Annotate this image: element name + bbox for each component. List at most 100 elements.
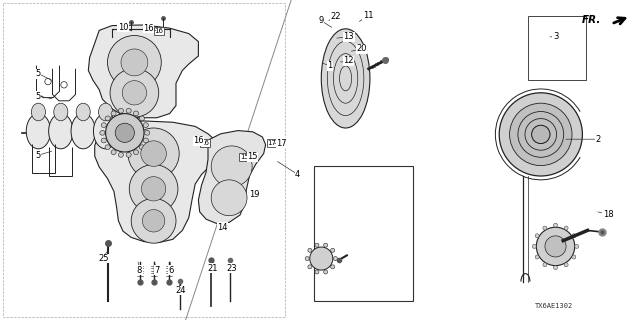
Ellipse shape (543, 263, 547, 267)
Ellipse shape (111, 150, 116, 155)
Ellipse shape (543, 226, 547, 230)
Text: 5: 5 (36, 92, 41, 100)
Ellipse shape (99, 103, 113, 121)
Ellipse shape (76, 103, 90, 121)
Ellipse shape (26, 114, 51, 149)
Ellipse shape (564, 263, 568, 267)
Ellipse shape (331, 265, 335, 269)
Circle shape (129, 164, 178, 213)
Ellipse shape (134, 111, 139, 116)
Text: 23: 23 (227, 264, 237, 273)
Text: 22: 22 (331, 12, 341, 21)
Ellipse shape (93, 114, 118, 149)
Polygon shape (95, 121, 218, 243)
Text: 19: 19 (250, 190, 260, 199)
Circle shape (211, 180, 247, 216)
Ellipse shape (145, 131, 150, 135)
Ellipse shape (308, 265, 312, 269)
Ellipse shape (143, 138, 148, 143)
Circle shape (122, 81, 147, 105)
Circle shape (106, 114, 144, 152)
Circle shape (509, 103, 572, 166)
Text: 14: 14 (218, 223, 228, 232)
Ellipse shape (554, 266, 557, 269)
Ellipse shape (333, 257, 337, 260)
Circle shape (310, 247, 333, 270)
Text: 16: 16 (154, 28, 163, 34)
Text: 17: 17 (276, 139, 287, 148)
Circle shape (121, 49, 148, 76)
Text: 10: 10 (118, 23, 128, 32)
Text: 3: 3 (553, 32, 558, 41)
Ellipse shape (324, 243, 328, 247)
Bar (528, 16, 586, 80)
Bar (154, 28, 164, 36)
Ellipse shape (575, 244, 579, 248)
Polygon shape (88, 25, 198, 118)
Ellipse shape (105, 145, 110, 149)
Text: 8: 8 (137, 266, 142, 275)
Circle shape (108, 36, 161, 89)
Ellipse shape (315, 243, 319, 247)
Text: 13: 13 (344, 32, 354, 41)
Text: FR.: FR. (582, 15, 602, 25)
Text: 5: 5 (36, 69, 41, 78)
Circle shape (115, 123, 134, 142)
Ellipse shape (564, 226, 568, 230)
Text: 6: 6 (169, 266, 174, 275)
Text: 18: 18 (603, 210, 613, 219)
Circle shape (141, 177, 166, 201)
Ellipse shape (140, 116, 145, 121)
Circle shape (45, 78, 51, 85)
Ellipse shape (105, 116, 110, 121)
Ellipse shape (554, 223, 557, 227)
Ellipse shape (118, 152, 124, 157)
Ellipse shape (134, 150, 139, 155)
Text: 21: 21 (207, 264, 218, 273)
Text: 16: 16 (193, 136, 204, 145)
Text: 9: 9 (319, 16, 324, 25)
Ellipse shape (308, 248, 312, 252)
Circle shape (499, 93, 582, 176)
Circle shape (141, 141, 166, 166)
Bar (200, 140, 210, 148)
Bar (314, 166, 413, 301)
Text: 16: 16 (200, 140, 209, 146)
Text: 17: 17 (268, 140, 276, 146)
Ellipse shape (143, 123, 148, 128)
Text: 25: 25 (99, 254, 109, 263)
Circle shape (545, 236, 566, 257)
Ellipse shape (532, 244, 536, 248)
Circle shape (211, 146, 252, 187)
Ellipse shape (321, 29, 370, 128)
Ellipse shape (572, 255, 576, 259)
Ellipse shape (331, 248, 335, 252)
Circle shape (536, 227, 575, 266)
Ellipse shape (572, 234, 576, 238)
Text: 12: 12 (344, 56, 354, 65)
Ellipse shape (54, 103, 68, 121)
Circle shape (131, 198, 176, 243)
Text: 20: 20 (356, 44, 367, 53)
Ellipse shape (111, 111, 116, 116)
Ellipse shape (49, 114, 73, 149)
Text: 4: 4 (295, 170, 300, 179)
Text: 5: 5 (36, 151, 41, 160)
Text: 1: 1 (327, 61, 332, 70)
Ellipse shape (126, 108, 131, 113)
Text: 15: 15 (240, 154, 249, 160)
Circle shape (532, 125, 550, 144)
Circle shape (143, 210, 165, 232)
Ellipse shape (140, 145, 145, 149)
Bar (239, 153, 250, 161)
Ellipse shape (71, 114, 95, 149)
Text: 15: 15 (248, 152, 258, 161)
Ellipse shape (31, 103, 45, 121)
Circle shape (128, 128, 179, 179)
Circle shape (110, 68, 159, 117)
Ellipse shape (315, 270, 319, 274)
Ellipse shape (126, 152, 131, 157)
Ellipse shape (535, 255, 539, 259)
Ellipse shape (535, 234, 539, 238)
Text: 11: 11 (363, 11, 373, 20)
